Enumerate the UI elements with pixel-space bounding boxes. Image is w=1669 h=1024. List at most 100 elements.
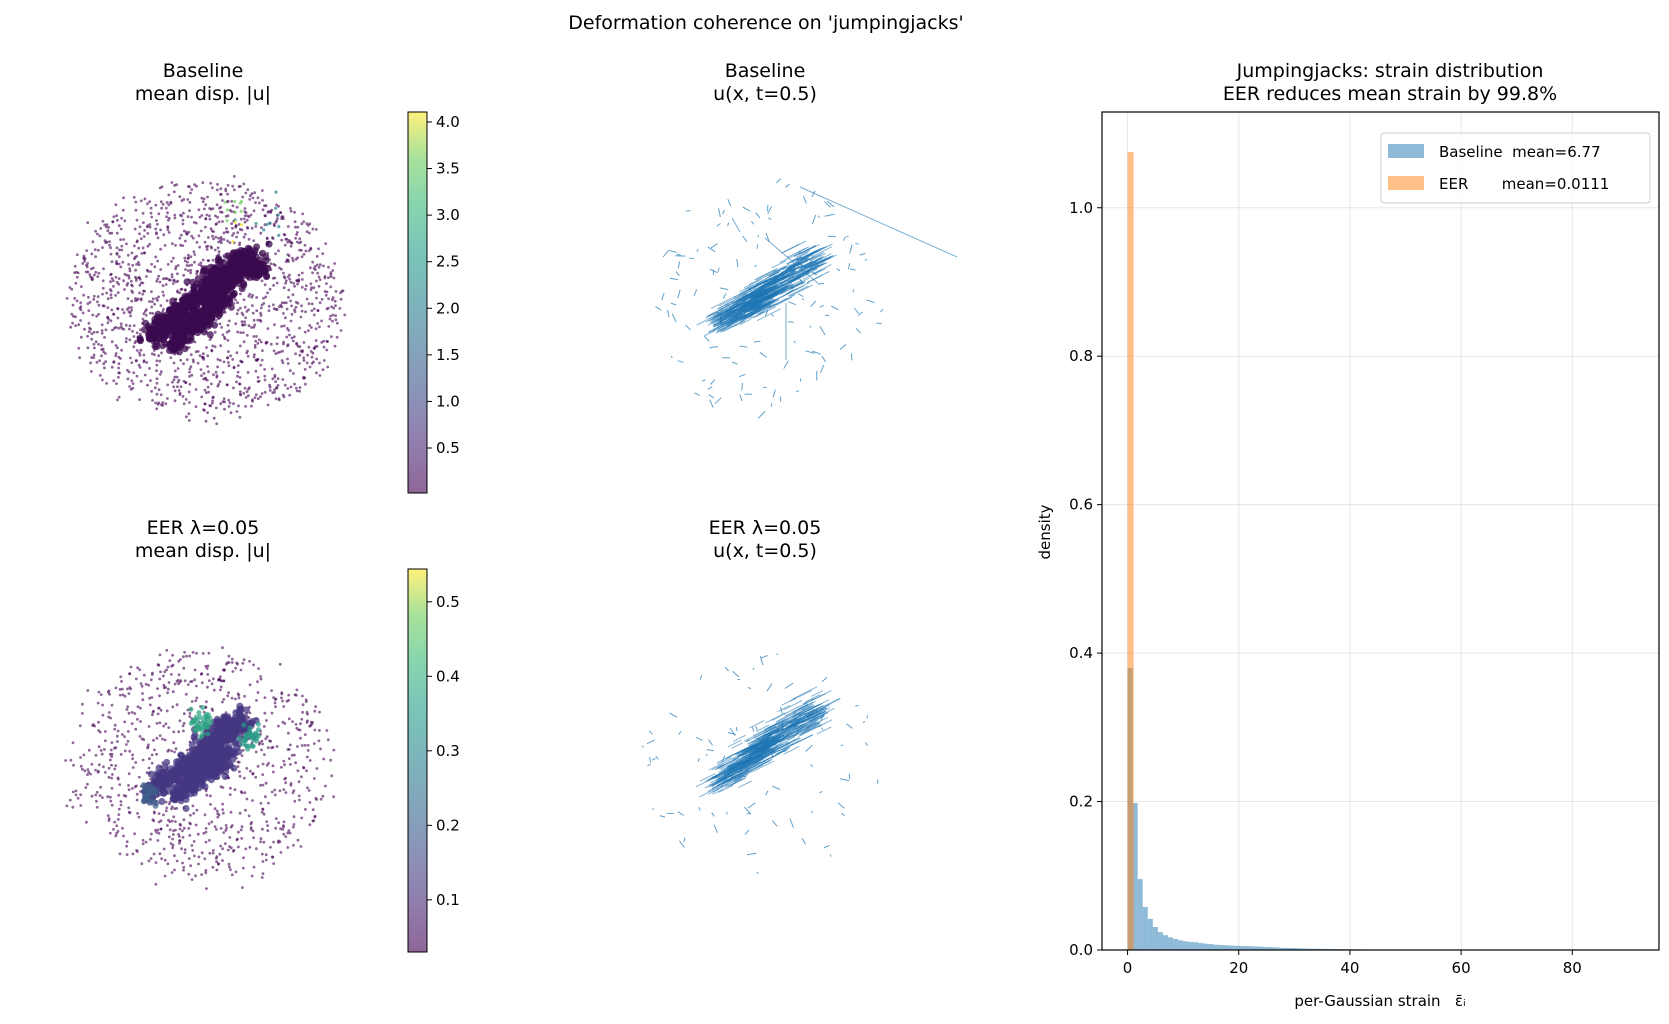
scatter-point (282, 340, 285, 344)
scatter-point (132, 324, 136, 327)
scatter-point (313, 347, 316, 350)
quiver-arrow (671, 313, 677, 323)
scatter-point (135, 359, 138, 363)
quiver-arrow (855, 242, 859, 245)
scatter-point (165, 648, 169, 652)
scatter-point (327, 276, 330, 279)
scatter-point (100, 354, 103, 358)
highlight-point (239, 209, 243, 213)
scatter-point (208, 851, 212, 855)
scatter-point (262, 296, 265, 300)
scatter-point (289, 209, 293, 213)
scatter-point (170, 260, 173, 263)
scatter-point (226, 199, 230, 203)
scatter-point (272, 223, 276, 226)
scatter-point (203, 409, 206, 412)
quiver-arrow (739, 394, 743, 402)
highlight-point (240, 223, 244, 227)
scatter-point (182, 666, 186, 670)
scatter-point (329, 271, 333, 274)
highlight-point (140, 782, 147, 789)
scatter-point (107, 766, 111, 770)
scatter-point (253, 396, 257, 399)
scatter-point (183, 288, 187, 291)
scatter-point (266, 403, 270, 407)
scatter-point (232, 232, 236, 235)
scatter-point (137, 263, 141, 267)
scatter-point (251, 196, 255, 200)
scatter-point (106, 795, 110, 799)
scatter-point (108, 692, 111, 696)
scatter-point (213, 345, 217, 349)
scatter-point (298, 237, 302, 241)
quiver-arrow (677, 289, 681, 299)
scatter-point (221, 847, 225, 851)
scatter-point (222, 397, 226, 401)
scatter-point (245, 351, 249, 355)
highlight-point (196, 710, 202, 716)
scatter-point (193, 678, 197, 682)
scatter-point (140, 684, 144, 688)
scatter-point (312, 313, 316, 317)
scatter-point (166, 225, 170, 229)
scatter-point (294, 352, 297, 356)
scatter-point (195, 272, 199, 276)
scatter-point (112, 379, 116, 383)
scatter-point (97, 745, 101, 749)
highlight-point (247, 729, 253, 735)
scatter-point (306, 224, 310, 227)
highlight-point (225, 219, 229, 223)
scatter-point (222, 698, 226, 701)
scatter-point (180, 847, 183, 851)
scatter-point (104, 328, 108, 332)
highlight-point (188, 706, 194, 712)
scatter-point (238, 241, 242, 245)
scatter-point (292, 281, 296, 285)
body-point (265, 240, 273, 248)
scatter-point (201, 181, 205, 185)
scatter-point (287, 698, 291, 702)
scatter-point (181, 861, 184, 865)
scatter-point (266, 746, 270, 750)
scatter-point (122, 834, 125, 838)
quiver-arrow (810, 300, 817, 308)
scatter-point (251, 398, 254, 402)
scatter-point (200, 214, 204, 217)
scatter-point (119, 322, 123, 326)
scatter-point (242, 235, 246, 239)
scatter-point (216, 358, 220, 361)
scatter-point (257, 667, 260, 670)
scatter-point (211, 851, 215, 855)
scatter-point (226, 339, 230, 342)
scatter-point (204, 869, 208, 872)
scatter-point (208, 217, 212, 221)
scatter-point (193, 183, 197, 187)
body-point (181, 303, 189, 311)
scatter-point (79, 793, 83, 797)
scatter-point (261, 860, 265, 863)
scatter-point (127, 276, 131, 280)
scatter-point (72, 763, 75, 767)
scatter-point (339, 329, 343, 332)
scatter-point (291, 791, 295, 795)
scatter-point (119, 357, 122, 360)
scatter-point (119, 325, 123, 329)
scatter-point (162, 847, 166, 851)
scatter-point (302, 766, 305, 769)
highlight-point (277, 233, 281, 237)
scatter-point (231, 184, 235, 188)
scatter-point (174, 820, 177, 823)
scatter-point (204, 419, 208, 423)
body-point (153, 337, 161, 345)
scatter-point (260, 852, 264, 856)
scatter-point (191, 651, 195, 654)
scatter-point (264, 295, 268, 299)
body-point (199, 267, 207, 275)
scatter-point (166, 383, 170, 387)
scatter-point (128, 385, 132, 388)
scatter-point (261, 189, 264, 192)
scatter-point (113, 820, 117, 824)
scatter-point (324, 293, 328, 297)
scatter-point (148, 225, 152, 229)
scatter-point (210, 382, 213, 386)
